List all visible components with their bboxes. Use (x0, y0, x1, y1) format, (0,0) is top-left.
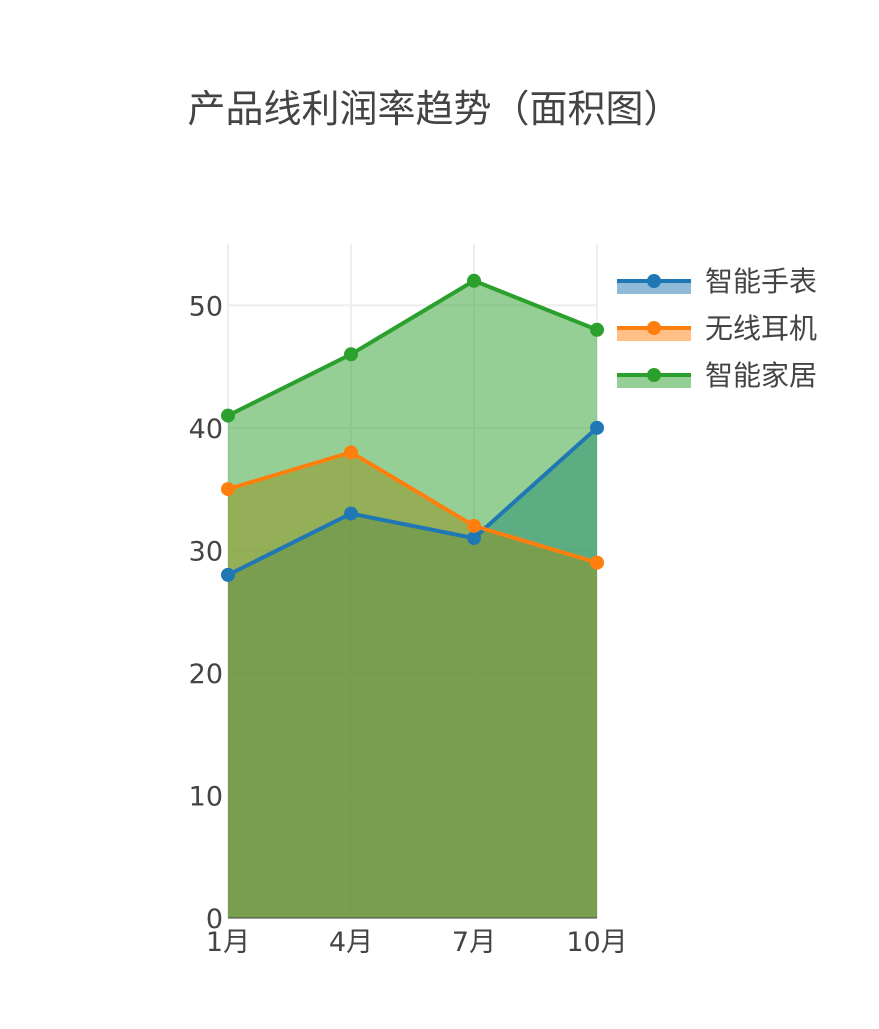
legend-label: 智能家居 (705, 359, 817, 392)
data-point (467, 518, 481, 533)
legend-marker (647, 321, 661, 335)
data-point (221, 408, 235, 423)
legend-item[interactable]: 无线耳机 (617, 312, 817, 345)
data-point (590, 322, 604, 337)
data-point (467, 531, 481, 546)
x-tick-label: 4月 (329, 927, 373, 958)
data-point (344, 506, 358, 521)
legend-label: 智能手表 (705, 265, 817, 298)
series-lines (227, 278, 599, 577)
legend-marker (647, 368, 661, 382)
data-point (221, 567, 235, 582)
series-line-1 (227, 426, 599, 577)
series-line-3 (227, 278, 598, 418)
y-tick-label: 40 (189, 414, 223, 445)
data-point (590, 555, 604, 570)
data-point (467, 273, 481, 288)
data-point (344, 445, 358, 460)
y-tick-label: 0 (206, 904, 223, 935)
y-tick-label: 50 (189, 291, 223, 322)
area-fills (228, 280, 597, 918)
legend-label: 无线耳机 (705, 312, 817, 345)
x-tick-label: 1月 (206, 927, 250, 958)
chart-title: 产品线利润率趋势（面积图） (187, 87, 682, 131)
area-fill-series-3 (228, 280, 597, 918)
series-line-2 (227, 450, 598, 565)
data-point (590, 420, 604, 435)
x-tick-label: 10月 (566, 927, 627, 958)
y-tick-label: 20 (189, 659, 223, 690)
legend-marker (647, 274, 661, 288)
legend-item[interactable]: 智能家居 (617, 359, 817, 392)
data-point (221, 482, 235, 497)
y-tick-label: 10 (189, 781, 223, 812)
x-tick-label: 7月 (452, 927, 496, 958)
y-tick-label: 30 (189, 536, 223, 567)
axes: 1月 4月 7月 10月 0 10 20 30 40 50 (189, 291, 628, 958)
data-point (344, 347, 358, 362)
data-points (221, 273, 604, 582)
legend-item[interactable]: 智能手表 (617, 265, 817, 298)
